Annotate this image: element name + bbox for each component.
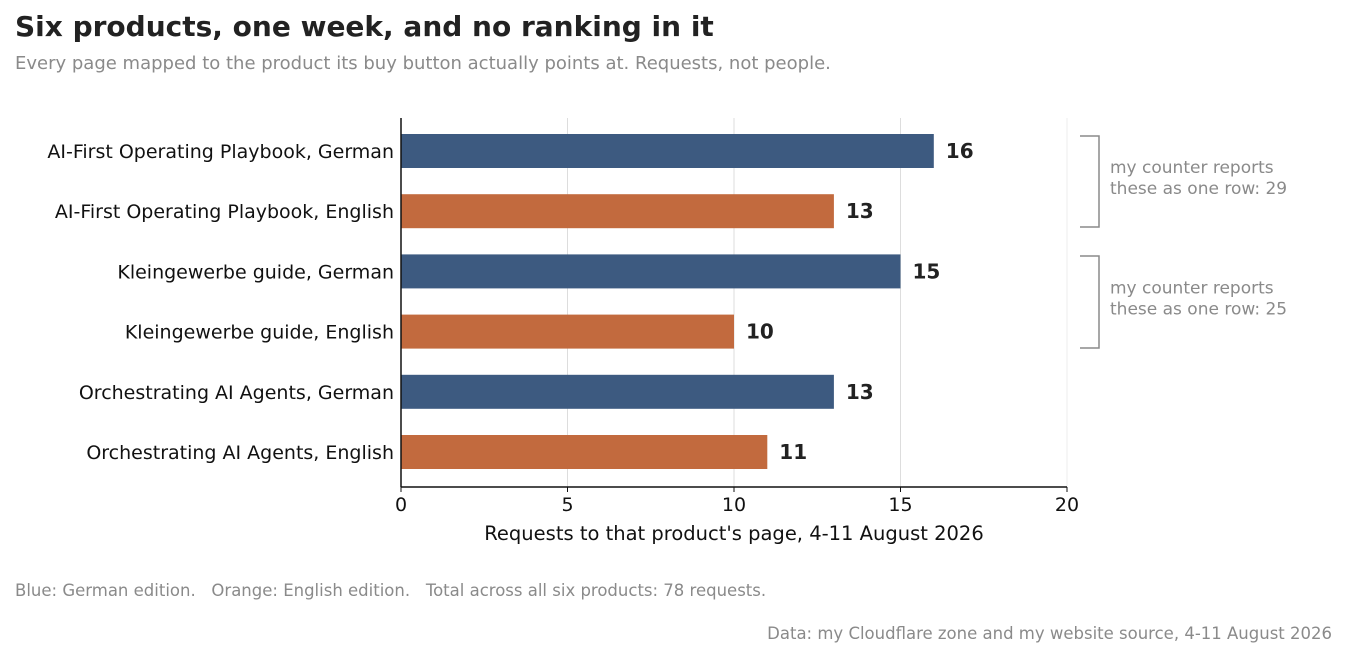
x-tick-label: 15 bbox=[888, 494, 912, 516]
category-label: AI-First Operating Playbook, English bbox=[55, 201, 394, 223]
category-label: Orchestrating AI Agents, German bbox=[79, 382, 394, 404]
annotation-label: my counter reports bbox=[1110, 279, 1274, 299]
bar bbox=[401, 314, 734, 349]
x-tick-label: 10 bbox=[722, 494, 746, 516]
bar bbox=[401, 194, 834, 229]
annotation-label: my counter reports bbox=[1110, 158, 1274, 178]
annotation-bracket bbox=[1080, 255, 1100, 349]
x-tick-label: 5 bbox=[561, 494, 573, 516]
data-label: 13 bbox=[846, 380, 874, 404]
bar bbox=[401, 374, 834, 409]
category-label: AI-First Operating Playbook, German bbox=[47, 141, 394, 163]
data-label: 16 bbox=[946, 139, 974, 163]
x-axis-title: Requests to that product's page, 4-11 Au… bbox=[484, 522, 983, 545]
data-label: 11 bbox=[779, 440, 807, 464]
category-label: Kleingewerbe guide, German bbox=[117, 261, 394, 283]
source-note: Data: my Cloudflare zone and my website … bbox=[767, 624, 1332, 643]
bar bbox=[401, 254, 901, 289]
annotation-bracket bbox=[1080, 135, 1100, 228]
category-label: Orchestrating AI Agents, English bbox=[86, 442, 394, 464]
x-tick-label: 0 bbox=[395, 494, 407, 516]
data-label: 15 bbox=[913, 259, 941, 283]
data-label: 10 bbox=[746, 320, 774, 344]
bar bbox=[401, 134, 934, 168]
chart-subtitle: Every page mapped to the product its buy… bbox=[15, 53, 831, 74]
chart-title: Six products, one week, and no ranking i… bbox=[15, 10, 714, 43]
legend-footnote: Blue: German edition. Orange: English ed… bbox=[15, 581, 767, 600]
x-tick-label: 20 bbox=[1055, 494, 1079, 516]
category-label: Kleingewerbe guide, English bbox=[125, 322, 394, 344]
annotation-label: these as one row: 25 bbox=[1110, 300, 1287, 320]
bar bbox=[401, 435, 768, 469]
annotation-label: these as one row: 29 bbox=[1110, 179, 1287, 199]
data-label: 13 bbox=[846, 199, 874, 223]
